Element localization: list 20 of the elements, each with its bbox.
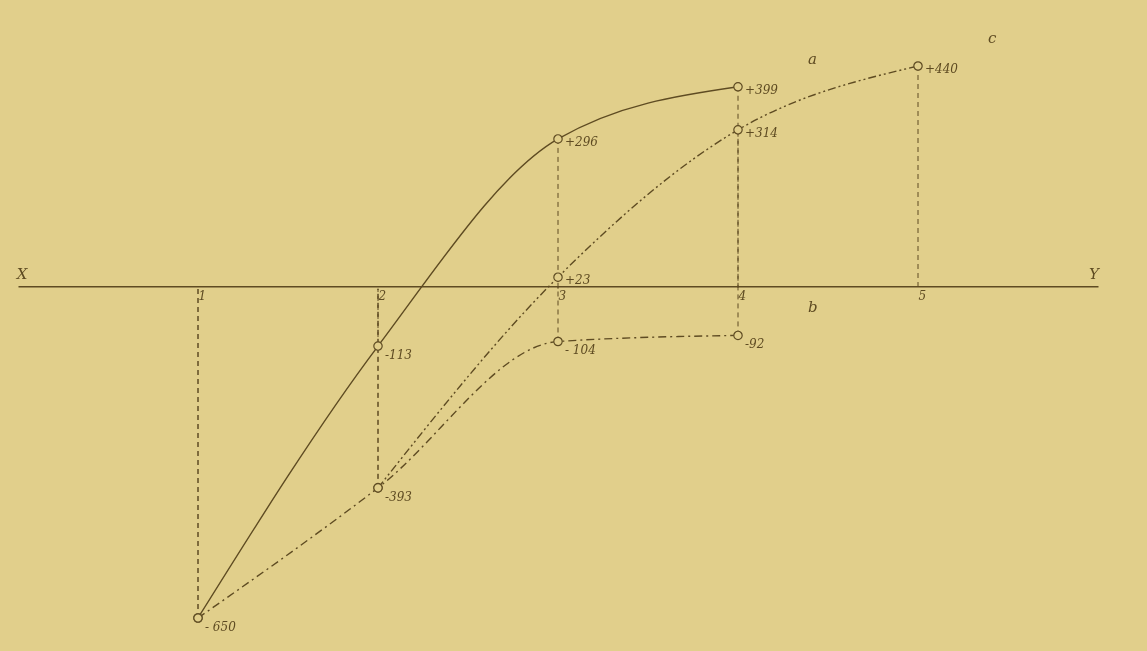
data-label: +399 bbox=[745, 82, 779, 97]
x-tick-label: 3 bbox=[558, 288, 567, 303]
x-tick-label: 4 bbox=[737, 288, 747, 303]
data-label: -113 bbox=[385, 348, 413, 363]
annotation: Y bbox=[1089, 265, 1102, 284]
data-label: +314 bbox=[745, 125, 778, 140]
data-label: -393 bbox=[385, 489, 413, 504]
data-label: +296 bbox=[565, 134, 599, 149]
text: c bbox=[988, 29, 997, 47]
data-label: -92 bbox=[745, 337, 765, 352]
x-tick-label: 5 bbox=[918, 288, 927, 303]
annotation: X bbox=[15, 265, 29, 284]
data-label: - 104 bbox=[565, 343, 596, 358]
data-label: +23 bbox=[565, 273, 591, 288]
data-label: +440 bbox=[925, 62, 959, 76]
x-tick-label: 2 bbox=[377, 288, 387, 303]
x-tick-label: 1 bbox=[198, 288, 207, 303]
text: a bbox=[808, 49, 817, 68]
data-label: - 650 bbox=[205, 620, 237, 634]
text: b bbox=[808, 298, 818, 317]
